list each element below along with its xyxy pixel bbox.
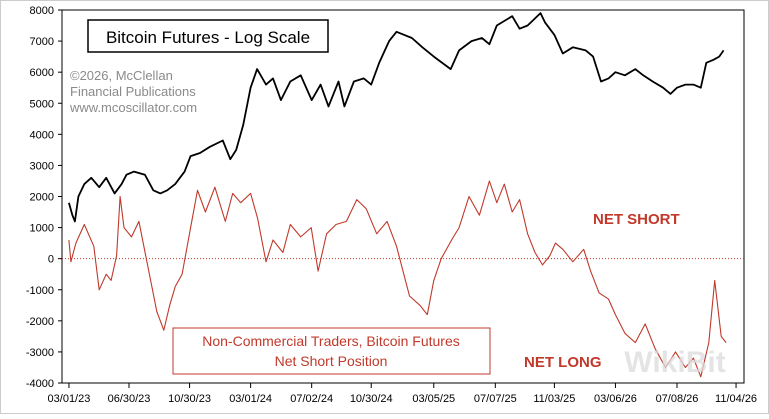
y-tick-label: 5000 xyxy=(30,98,54,110)
y-tick-label: 6000 xyxy=(30,67,54,79)
y-tick-label: 1000 xyxy=(30,223,54,235)
x-tick-label: 07/02/24 xyxy=(290,393,333,405)
x-tick-label: 06/30/23 xyxy=(108,393,151,405)
legend-line-2: Net Short Position xyxy=(275,353,388,369)
x-tick-label: 10/30/24 xyxy=(350,393,393,405)
y-tick-label: 3000 xyxy=(30,160,54,172)
credit-line-1: ©2026, McClellan xyxy=(70,68,173,83)
y-tick-label: 7000 xyxy=(30,36,54,48)
net-short-label: NET SHORT xyxy=(593,211,680,228)
title-box xyxy=(87,19,329,53)
y-tick-label: 0 xyxy=(48,254,54,266)
series-line-net-short-position xyxy=(68,180,727,378)
x-tick-label: 11/03/25 xyxy=(533,393,575,405)
legend-line-1: Non-Commercial Traders, Bitcoin Futures xyxy=(202,333,460,349)
legend-box xyxy=(172,327,491,375)
y-tick-label: -1000 xyxy=(26,285,54,297)
x-tick-label: 03/05/25 xyxy=(412,393,455,405)
y-tick-label: 8000 xyxy=(30,5,54,17)
x-tick-label: 03/01/23 xyxy=(48,393,91,405)
x-tick-label: 03/06/26 xyxy=(594,393,637,405)
credit-line-2: Financial Publications xyxy=(70,84,196,99)
y-tick-label: -3000 xyxy=(26,347,54,359)
y-tick-label: 2000 xyxy=(30,192,54,204)
x-tick-label: 10/30/23 xyxy=(168,393,211,405)
x-tick-label: 07/07/25 xyxy=(474,393,517,405)
credit-line-3: www.mcoscillator.com xyxy=(69,100,197,115)
watermark: WikiBit xyxy=(624,346,725,379)
net-long-label: NET LONG xyxy=(524,354,602,371)
y-tick-label: -2000 xyxy=(26,316,54,328)
y-tick-label: 4000 xyxy=(30,129,54,141)
series-line-bitcoin-futures xyxy=(68,12,725,223)
x-tick-label: 07/08/26 xyxy=(656,393,699,405)
x-tick-label: 11/04/26 xyxy=(715,393,757,405)
x-tick-label: 03/01/24 xyxy=(229,393,272,405)
y-tick-label: -4000 xyxy=(26,378,54,390)
chart-title: Bitcoin Futures - Log Scale xyxy=(106,28,310,47)
